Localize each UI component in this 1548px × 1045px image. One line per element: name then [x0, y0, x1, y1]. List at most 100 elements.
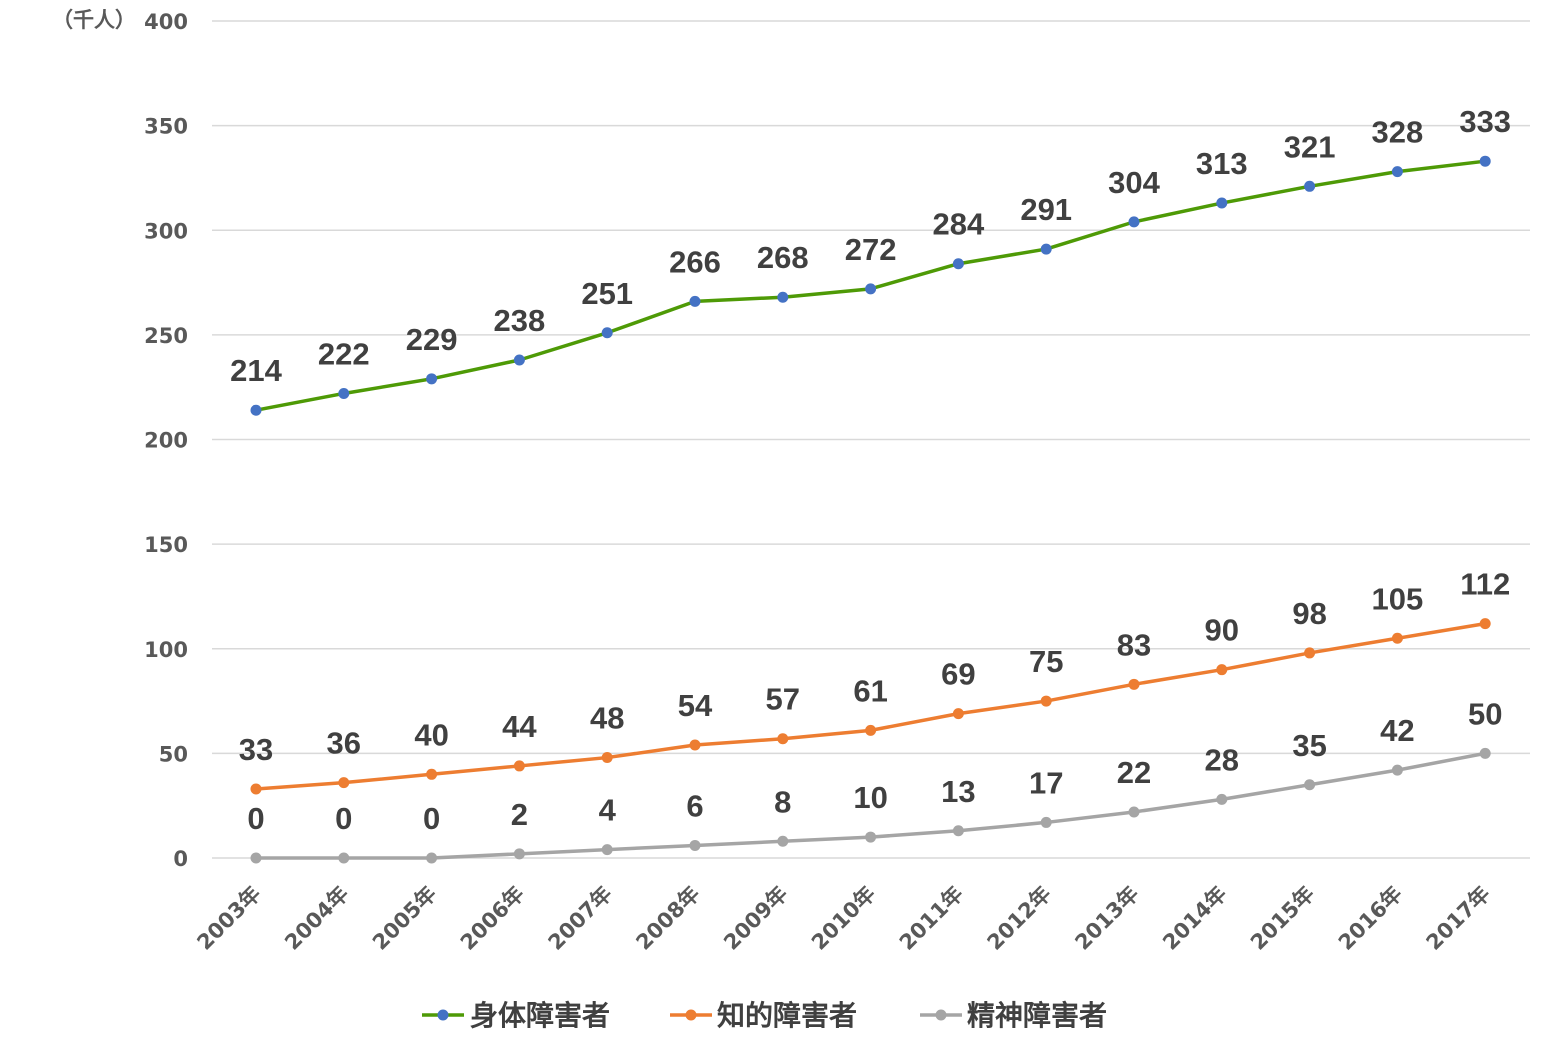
series-group — [250, 155, 1491, 864]
grid-lines — [212, 20, 1530, 859]
data-label: 42 — [1380, 713, 1414, 748]
legend-item: 知的障害者 — [670, 999, 857, 1032]
data-point — [1128, 806, 1140, 818]
data-label: 266 — [669, 244, 721, 279]
data-point — [426, 768, 438, 780]
data-label: 313 — [1196, 146, 1248, 181]
data-label: 251 — [581, 276, 633, 311]
legend-item: 身体障害者 — [422, 999, 610, 1032]
data-point — [1040, 695, 1052, 707]
data-label: 268 — [757, 240, 809, 275]
data-label: 75 — [1029, 644, 1063, 679]
x-tick-label: 2009年 — [719, 882, 792, 955]
data-point — [601, 844, 613, 856]
data-point — [865, 831, 877, 843]
data-point — [1216, 793, 1228, 805]
legend: 身体障害者 知的障害者 精神障害者 — [422, 999, 1107, 1032]
x-tick-label: 2011年 — [895, 882, 968, 955]
data-label: 229 — [406, 322, 458, 357]
data-label: 83 — [1117, 627, 1151, 662]
data-point — [338, 387, 350, 399]
data-point — [513, 848, 525, 860]
data-point — [1216, 664, 1228, 676]
data-label: 61 — [853, 673, 887, 708]
data-label: 90 — [1205, 613, 1239, 648]
x-tick-label: 2012年 — [983, 882, 1056, 955]
y-tick-label: 200 — [144, 429, 188, 453]
data-label: 238 — [494, 303, 546, 338]
data-point — [1391, 166, 1403, 178]
data-point — [601, 752, 613, 764]
y-tick-label: 250 — [144, 324, 188, 348]
y-tick-label: 350 — [144, 115, 188, 139]
x-tick-label: 2007年 — [544, 882, 617, 955]
data-label: 40 — [414, 717, 448, 752]
data-point — [865, 283, 877, 295]
data-point — [250, 404, 262, 416]
data-label: 304 — [1108, 165, 1160, 200]
data-label: 44 — [502, 709, 537, 744]
data-point — [426, 373, 438, 385]
data-point — [338, 777, 350, 789]
data-label: 50 — [1468, 696, 1502, 731]
data-label: 35 — [1292, 728, 1326, 763]
data-point — [250, 783, 262, 795]
x-tick-label: 2014年 — [1158, 882, 1231, 955]
x-tick-label: 2016年 — [1334, 882, 1407, 955]
y-axis-unit-label: （千人） — [52, 8, 136, 32]
data-label: 57 — [766, 682, 800, 717]
data-label: 17 — [1029, 765, 1063, 800]
x-tick-label: 2005年 — [368, 882, 441, 955]
legend-swatch-marker — [437, 1009, 449, 1021]
data-label: 22 — [1117, 755, 1151, 790]
data-point — [1479, 618, 1491, 630]
data-point — [952, 258, 964, 270]
y-tick-label: 150 — [144, 533, 188, 557]
data-point — [777, 291, 789, 303]
data-point — [952, 825, 964, 837]
data-label: 328 — [1372, 115, 1424, 150]
x-tick-label: 2003年 — [192, 882, 265, 955]
data-point — [689, 839, 701, 851]
data-point — [338, 852, 350, 864]
data-label: 69 — [941, 657, 975, 692]
legend-label: 精神障害者 — [967, 999, 1107, 1032]
x-tick-label: 2017年 — [1422, 882, 1495, 955]
data-label: 13 — [941, 774, 975, 809]
x-tick-label: 2008年 — [631, 882, 704, 955]
x-tick-label: 2006年 — [456, 882, 529, 955]
data-point — [1304, 647, 1316, 659]
data-label: 333 — [1459, 104, 1511, 139]
data-label: 6 — [686, 788, 703, 823]
y-tick-label: 0 — [173, 847, 188, 871]
data-label: 98 — [1292, 596, 1326, 631]
y-tick-label: 50 — [159, 742, 188, 766]
data-label: 105 — [1372, 581, 1424, 616]
data-point — [426, 852, 438, 864]
data-point — [1304, 779, 1316, 791]
data-point — [952, 708, 964, 720]
y-axis: 0 50 100 150 200 250 300 350 400 — [144, 10, 188, 871]
data-point — [865, 724, 877, 736]
data-point — [1128, 216, 1140, 228]
data-point — [601, 327, 613, 339]
legend-swatch-marker — [935, 1009, 947, 1021]
data-label: 0 — [423, 801, 440, 836]
data-label: 0 — [247, 801, 264, 836]
data-point — [777, 733, 789, 745]
data-label: 54 — [678, 688, 713, 723]
data-label: 214 — [230, 353, 282, 388]
data-point — [1479, 155, 1491, 167]
data-label: 33 — [239, 732, 273, 767]
data-label: 321 — [1284, 129, 1336, 164]
data-label: 2 — [511, 797, 528, 832]
data-point — [513, 354, 525, 366]
data-point — [1391, 632, 1403, 644]
data-point — [1040, 816, 1052, 828]
y-tick-label: 100 — [144, 638, 188, 662]
data-point — [689, 295, 701, 307]
y-tick-label: 400 — [144, 10, 188, 34]
data-point — [1304, 180, 1316, 192]
data-point — [689, 739, 701, 751]
data-label: 36 — [327, 726, 361, 761]
